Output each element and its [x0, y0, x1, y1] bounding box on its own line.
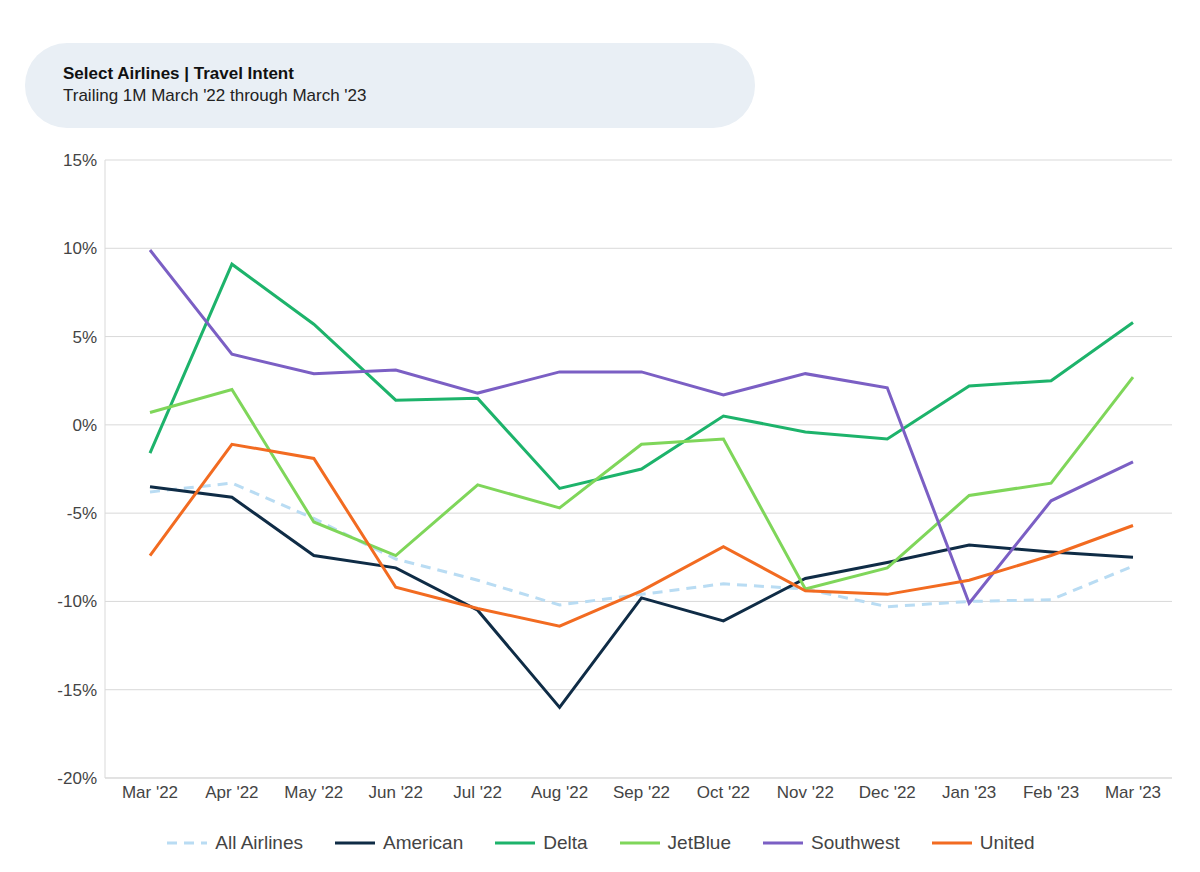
svg-text:Nov '22: Nov '22 [777, 783, 834, 802]
svg-text:Mar '23: Mar '23 [1105, 783, 1161, 802]
html-text:JetBlue: JetBlue [667, 832, 731, 853]
svg-text:Jun '22: Jun '22 [369, 783, 423, 802]
svg-text:-15%: -15% [57, 681, 97, 700]
svg-text:Jan '23: Jan '23 [942, 783, 996, 802]
svg-text:May '22: May '22 [284, 783, 343, 802]
svg-text:Aug '22: Aug '22 [531, 783, 588, 802]
svg-text:Mar '22: Mar '22 [122, 783, 178, 802]
svg-text:Dec '22: Dec '22 [859, 783, 916, 802]
svg-text:-20%: -20% [57, 769, 97, 788]
html-text:Southwest: Southwest [811, 832, 900, 853]
svg-text:15%: 15% [63, 151, 97, 170]
svg-text:Jul '22: Jul '22 [453, 783, 502, 802]
svg-text:Sep '22: Sep '22 [613, 783, 670, 802]
svg-text:Apr '22: Apr '22 [205, 783, 258, 802]
svg-text:Oct '22: Oct '22 [697, 783, 750, 802]
svg-text:-10%: -10% [57, 592, 97, 611]
svg-text:10%: 10% [63, 239, 97, 258]
svg-text:0%: 0% [72, 416, 97, 435]
html-text:Select Airlines | Travel Inten: Select Airlines | Travel Intent [63, 64, 294, 83]
html-text:Trailing 1M March '22 through: Trailing 1M March '22 through March '23 [63, 86, 367, 105]
html-text:United: United [979, 832, 1035, 853]
svg-text:Feb '23: Feb '23 [1023, 783, 1079, 802]
svg-text:-5%: -5% [67, 504, 97, 523]
html-text:All Airlines: All Airlines [215, 832, 303, 853]
html-text:Delta: Delta [543, 832, 588, 853]
svg-text:5%: 5% [72, 328, 97, 347]
html-text:American: American [383, 832, 464, 853]
